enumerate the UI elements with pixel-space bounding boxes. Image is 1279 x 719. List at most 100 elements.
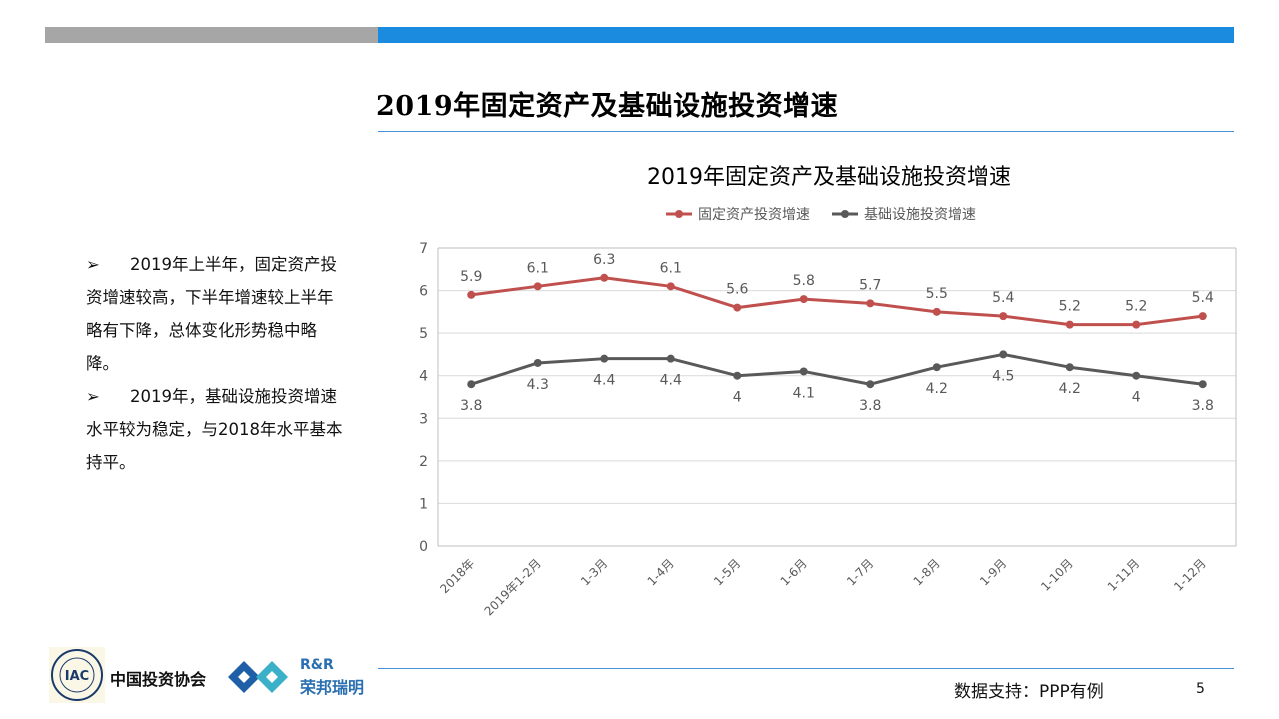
- series-line: [470, 352, 1203, 386]
- data-point: [1198, 380, 1207, 389]
- data-label: 5.8: [793, 273, 815, 289]
- data-label: 5.5: [926, 286, 948, 302]
- x-tick-label: 1-10月: [1038, 556, 1076, 594]
- data-point: [999, 312, 1008, 321]
- line-chart: 2019年固定资产及基础设施投资增速 固定资产投资增速 基础设施投资增速 0 1 2 3…: [400, 150, 1260, 630]
- iac-logo-text: IAC: [65, 669, 89, 684]
- rr-brand-bottom: 荣邦瑞明: [300, 678, 365, 697]
- chart-legend: 固定资产投资增速 基础设施投资增速: [666, 206, 976, 223]
- data-point: [533, 282, 542, 291]
- y-tick-label: 0: [419, 539, 428, 555]
- iac-logo-icon: IAC: [49, 647, 105, 703]
- chart-title: 2019年固定资产及基础设施投资增速: [647, 165, 1011, 190]
- data-point: [1065, 320, 1074, 329]
- data-point: [467, 380, 476, 389]
- legend-label: 固定资产投资增速: [698, 207, 810, 223]
- x-tick-label: 1-4月: [645, 556, 677, 588]
- bullet-text-2: 2019年，基础设施投资增速水平较为稳定，与2018年水平基本持平。: [86, 387, 343, 472]
- data-point: [932, 307, 941, 316]
- data-label: 4.4: [593, 373, 615, 389]
- y-tick-label: 6: [419, 284, 428, 300]
- x-tick-label: 1-7月: [844, 556, 876, 588]
- legend-label: 基础设施投资增速: [864, 206, 976, 223]
- chart-series: [467, 273, 1207, 389]
- data-point: [866, 380, 875, 389]
- data-label: 6.1: [660, 260, 682, 276]
- y-axis: 0 1 2 3 4 5 6 7: [419, 241, 428, 555]
- data-point: [999, 350, 1008, 359]
- y-tick-label: 3: [419, 411, 428, 427]
- header-blue-bar: [378, 27, 1234, 43]
- bullet-item-2: ➢ 2019年，基础设施投资增速水平较为稳定，与2018年水平基本持平。: [86, 380, 348, 479]
- data-point: [866, 299, 875, 308]
- data-point: [1132, 320, 1141, 329]
- legend-marker: [841, 210, 849, 218]
- arrow-bullet-icon: ➢: [86, 255, 100, 274]
- data-point: [1132, 371, 1141, 380]
- x-tick-label: 1-3月: [578, 556, 610, 588]
- data-point: [600, 354, 609, 363]
- data-point: [666, 354, 675, 363]
- footer-divider: [378, 668, 1234, 669]
- data-label: 5.9: [460, 269, 482, 285]
- data-point: [1065, 363, 1074, 372]
- y-tick-label: 2: [419, 454, 428, 470]
- data-label: 4.1: [793, 385, 815, 401]
- arrow-bullet-icon: ➢: [86, 387, 100, 406]
- data-label: 5.2: [1059, 299, 1081, 315]
- bullet-list: ➢ 2019年上半年，固定资产投资增速较高，下半年增速较上半年略有下降，总体变化形…: [86, 248, 348, 479]
- rr-brand-top: R&R: [300, 657, 334, 673]
- data-label: 5.2: [1125, 299, 1147, 315]
- x-tick-label: 2019年1-2月: [482, 556, 544, 618]
- data-labels: 5.9 6.1 6.3 6.1 5.6 5.8 5.7 5.5 5.4 5.2 5.2 5.4 3.8 4…: [460, 252, 1214, 414]
- title-divider: [378, 131, 1234, 132]
- data-point: [932, 363, 941, 372]
- y-tick-label: 5: [419, 326, 428, 342]
- data-label: 4.5: [992, 368, 1014, 384]
- x-tick-label: 1-11月: [1105, 556, 1143, 594]
- data-point: [1198, 312, 1207, 321]
- y-tick-label: 7: [419, 241, 428, 257]
- data-label: 4.4: [660, 373, 682, 389]
- data-source: 数据支持：PPP有例: [954, 682, 1104, 702]
- bullet-item-1: ➢ 2019年上半年，固定资产投资增速较高，下半年增速较上半年略有下降，总体变化形…: [86, 248, 348, 380]
- data-point: [799, 295, 808, 304]
- data-label: 3.8: [460, 398, 482, 414]
- data-point: [666, 282, 675, 291]
- bullet-text-1: 2019年上半年，固定资产投资增速较高，下半年增速较上半年略有下降，总体变化形势…: [86, 255, 337, 373]
- x-tick-label: 1-9月: [977, 556, 1009, 588]
- data-label: 4.2: [1059, 381, 1081, 397]
- x-tick-label: 1-8月: [911, 556, 943, 588]
- y-tick-label: 1: [419, 496, 428, 512]
- data-label: 6.1: [527, 260, 549, 276]
- data-point: [467, 290, 476, 299]
- data-label: 5.7: [859, 277, 881, 293]
- x-axis: 2018年 2019年1-2月 1-3月 1-4月 1-5月 1-6月 1-7月 1-8月 1-…: [437, 556, 1208, 618]
- x-tick-label: 1-12月: [1171, 556, 1209, 594]
- y-tick-label: 4: [419, 369, 428, 385]
- data-label: 3.8: [859, 398, 881, 414]
- page-number: 5: [1196, 681, 1205, 697]
- data-point: [533, 358, 542, 367]
- data-label: 4: [1132, 390, 1141, 406]
- chart-grid: [437, 247, 1237, 547]
- page-title: 2019年固定资产及基础设施投资增速: [376, 91, 839, 122]
- data-label: 3.8: [1192, 398, 1214, 414]
- x-tick-label: 2018年: [437, 556, 477, 596]
- legend-marker: [675, 210, 683, 218]
- rr-logo-icon: [228, 661, 288, 693]
- data-point: [733, 371, 742, 380]
- data-label: 4.3: [527, 377, 549, 393]
- chart-canvas: 2019年固定资产及基础设施投资增速 固定资产投资增速 基础设施投资增速 0 1 2 3…: [419, 165, 1237, 619]
- data-label: 5.4: [992, 290, 1014, 306]
- data-label: 5.4: [1192, 290, 1214, 306]
- x-tick-label: 1-6月: [778, 556, 810, 588]
- x-tick-label: 1-5月: [711, 556, 743, 588]
- data-label: 4.2: [926, 381, 948, 397]
- data-label: 6.3: [593, 252, 615, 268]
- series-line: [471, 276, 1203, 327]
- data-point: [600, 273, 609, 282]
- data-label: 5.6: [726, 282, 748, 298]
- org-name: 中国投资协会: [110, 670, 207, 689]
- data-point: [733, 303, 742, 312]
